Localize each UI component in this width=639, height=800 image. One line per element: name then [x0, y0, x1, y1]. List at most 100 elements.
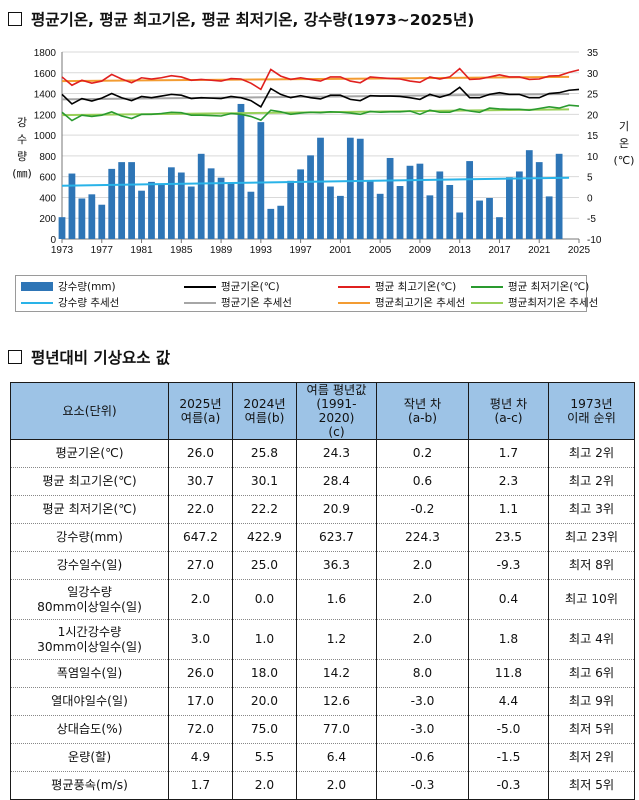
y-left-tick-label: 1200: [34, 110, 57, 121]
value-cell: 77.0: [296, 715, 377, 745]
value-cell: -3.0: [376, 715, 469, 745]
y-right-tick-label: 15: [587, 131, 599, 142]
precip-bar: [327, 186, 334, 239]
y-left-tick-label: 1400: [34, 90, 57, 101]
rank-cell: 최저 2위: [548, 743, 635, 773]
rank-cell: 최고 9위: [548, 687, 635, 717]
element-label-cell: 평균기온(℃): [10, 439, 169, 469]
y-left-tick-label: 1600: [34, 69, 57, 80]
legend-label: 강수량(mm): [58, 281, 116, 293]
precip-bar: [98, 204, 106, 239]
x-tick-label: 2013: [449, 245, 472, 256]
tmax-series-line: [61, 67, 580, 91]
precip-bar: [466, 161, 474, 239]
precip-bar: [486, 197, 493, 239]
value-cell: -0.2: [376, 495, 469, 525]
y-right-tick-label: 35: [587, 48, 599, 59]
chart-section-title-text: 평균기온, 평균 최고기온, 평균 최저기온, 강수량(1973~2025년): [31, 11, 475, 29]
value-cell: 1.1: [468, 495, 549, 525]
value-cell: 8.0: [376, 659, 469, 689]
x-tick-label: 1989: [210, 245, 233, 256]
y-right-tick-label: 20: [587, 110, 599, 121]
rank-cell: 최고 2위: [548, 439, 635, 469]
table-row: 열대야일수(일) 17.0 20.0 12.6 -3.0 4.4 최고 9위: [10, 687, 635, 717]
x-tick-label: 1985: [170, 245, 193, 256]
table-header-cell: 2024년 여름(b): [232, 381, 297, 441]
legend-item: 평균 최고기온(℃): [338, 279, 456, 294]
y-right-tick-label: 0: [587, 193, 593, 204]
value-cell: 22.0: [168, 495, 233, 525]
value-cell: 422.9: [232, 523, 297, 553]
rank-cell: 최저 5위: [548, 715, 635, 745]
precip-bar: [58, 217, 66, 239]
value-cell: 30.7: [168, 467, 233, 497]
precip-bar: [197, 153, 205, 239]
value-cell: -5.0: [468, 715, 549, 745]
precip-bar: [515, 171, 523, 239]
table-header-cell: 여름 평년값 (1991-2020) (c): [296, 381, 377, 441]
value-cell: 1.6: [296, 579, 377, 621]
y-right-tick-label: 5: [587, 173, 593, 184]
y-right-axis-title: 기 온 (℃): [614, 120, 635, 167]
value-cell: 25.0: [232, 551, 297, 581]
value-cell: 1.0: [232, 619, 297, 661]
precip-bar: [476, 200, 483, 239]
table-row: 1시간강수량 30mm이상일수(일) 3.0 1.0 1.2 2.0 1.8 최고 4위: [10, 619, 635, 661]
value-cell: 14.2: [296, 659, 377, 689]
precip-bar: [496, 217, 503, 239]
precip-bar: [386, 157, 394, 239]
precip-bar: [217, 177, 225, 239]
value-cell: 20.9: [296, 495, 377, 525]
precip-bar: [436, 171, 444, 239]
table-section-title-text: 평년대비 기상요소 값: [31, 349, 171, 367]
precip-bar: [317, 137, 324, 239]
element-label-cell: 평균 최저기온(℃): [10, 495, 169, 525]
legend-label: 평균최저기온 추세선: [508, 297, 599, 309]
element-label-cell: 평균 최고기온(℃): [10, 467, 169, 497]
precip-bar: [396, 186, 404, 239]
table-header-cell: 평년 차 (a-c): [468, 381, 549, 441]
legend-item: 강수량(mm): [21, 279, 116, 294]
x-tick-label: 2005: [369, 245, 392, 256]
precip-bar: [237, 103, 245, 239]
table-header-cell: 1973년 이래 순위: [548, 381, 635, 441]
element-label-cell: 강수량(mm): [10, 523, 169, 553]
precip-bar: [187, 186, 195, 239]
value-cell: -9.3: [468, 551, 549, 581]
table-section-title: 평년대비 기상요소 값: [8, 346, 170, 368]
precip-bar: [257, 122, 265, 239]
y-left-tick-label: 800: [39, 152, 56, 163]
y-left-tick-label: 1000: [34, 131, 57, 142]
climate-chart: 0 200 400 600 800 1000 1200 1400 1600 1800 -10 -5 0 5…: [12, 48, 635, 256]
element-label-cell: 폭염일수(일): [10, 659, 169, 689]
rank-cell: 최고 4위: [548, 619, 635, 661]
legend-swatch: [471, 285, 503, 288]
precip-bar: [356, 138, 364, 239]
precip-bar: [366, 180, 374, 239]
value-cell: 2.3: [468, 467, 549, 497]
precip-bar: [138, 190, 145, 239]
legend-swatch: [184, 301, 216, 304]
precip-bar: [535, 162, 543, 239]
y-left-tick-label: 600: [39, 173, 56, 184]
y-left-tick-label: 0: [50, 235, 56, 246]
table-row: 평균 최고기온(℃) 30.7 30.1 28.4 0.6 2.3 최고 2위: [10, 467, 635, 497]
value-cell: 18.0: [232, 659, 297, 689]
precip-bar: [337, 195, 344, 239]
x-tick-label: 1973: [51, 245, 74, 256]
precip-bar: [346, 137, 354, 239]
element-label-cell: 1시간강수량 30mm이상일수(일): [10, 619, 169, 661]
value-cell: 2.0: [168, 579, 233, 621]
table-header-cell: 요소(단위): [10, 381, 169, 441]
table-row: 상대습도(%) 72.0 75.0 77.0 -3.0 -5.0 최저 5위: [10, 715, 635, 745]
table-header-cell: 작년 차 (a-b): [376, 381, 469, 441]
value-cell: -0.3: [468, 771, 549, 800]
element-label-cell: 열대야일수(일): [10, 687, 169, 717]
precip-bar: [118, 162, 126, 239]
value-cell: 2.0: [232, 771, 297, 800]
precip-bar: [78, 198, 86, 239]
table-row: 평균풍속(m/s) 1.7 2.0 2.0 -0.3 -0.3 최저 5위: [10, 771, 635, 800]
legend-item: 평균기온(℃): [184, 279, 280, 294]
y-left-tick-label: 1800: [34, 48, 57, 59]
value-cell: 75.0: [232, 715, 297, 745]
